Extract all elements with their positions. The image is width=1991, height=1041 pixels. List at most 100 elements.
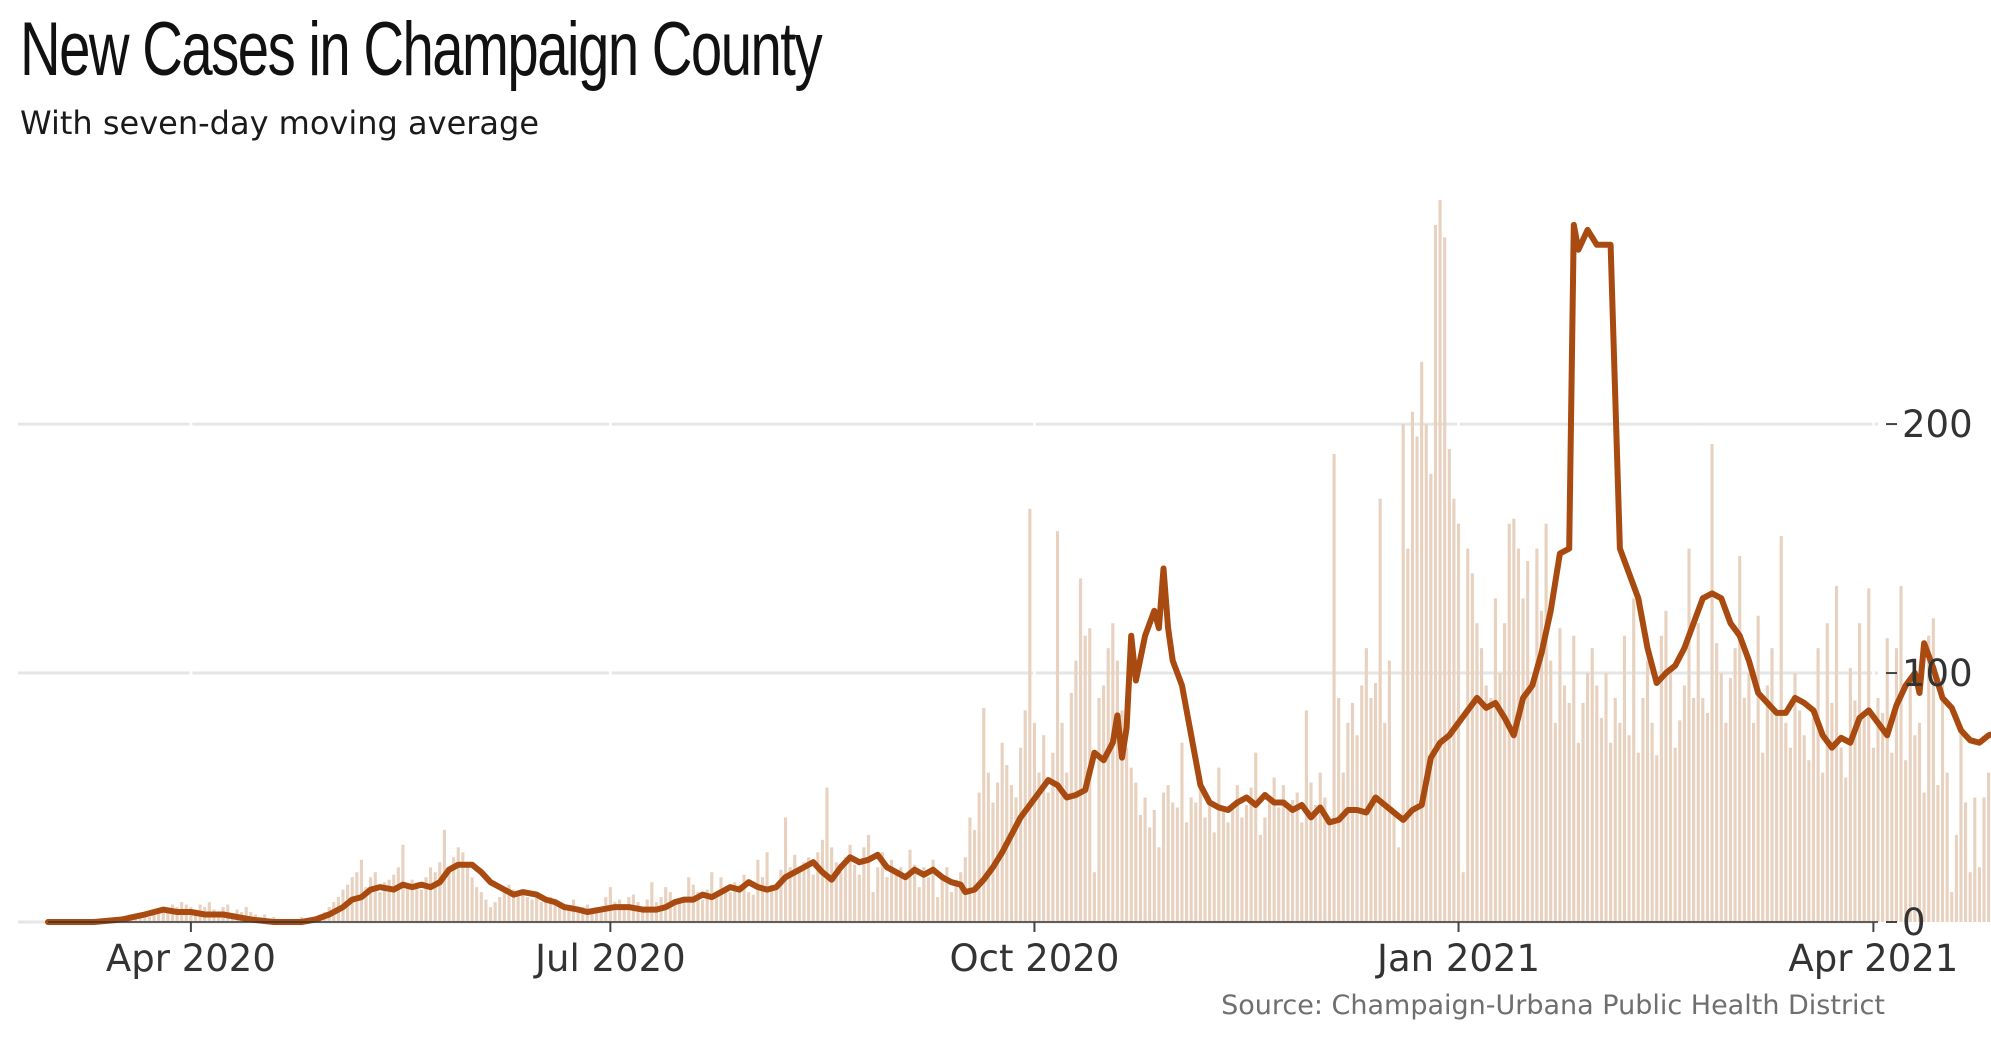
daily-bar (1397, 847, 1401, 922)
daily-bar (1309, 782, 1313, 922)
daily-bar (1249, 787, 1253, 922)
daily-bar (1618, 722, 1622, 922)
daily-bar (535, 892, 539, 922)
daily-bar (1530, 685, 1534, 922)
daily-bar (871, 892, 875, 922)
daily-bar (968, 817, 972, 922)
daily-bar (1065, 772, 1069, 922)
daily-bar (429, 867, 433, 922)
y-tick-label: 200 (1902, 403, 1973, 446)
daily-bar (1046, 792, 1050, 922)
daily-bar (1337, 697, 1341, 922)
daily-bar (1940, 678, 1945, 922)
daily-bar (1968, 872, 1972, 922)
daily-bar (1346, 722, 1350, 922)
daily-bar (581, 907, 585, 922)
daily-bar (1747, 673, 1751, 922)
daily-bar (1982, 797, 1986, 922)
daily-bar (1184, 822, 1189, 922)
daily-bar (1908, 680, 1912, 922)
daily-bar (1217, 767, 1221, 922)
daily-bar (1987, 772, 1991, 922)
daily-bar (1650, 722, 1654, 922)
daily-bar (1332, 453, 1336, 922)
daily-bar (521, 894, 525, 922)
daily-bar (608, 887, 612, 922)
axes: Apr 2020 Jul 2020 Oct 2020 Jan 2021 Apr 2021… (48, 403, 1973, 980)
daily-bar (369, 877, 373, 922)
daily-bar (1954, 834, 1958, 922)
daily-bar (1604, 673, 1608, 922)
daily-bar (1028, 508, 1032, 922)
daily-bar (1871, 747, 1875, 922)
daily-bar (1000, 742, 1004, 922)
daily-bar (613, 902, 617, 922)
daily-bar (954, 879, 958, 922)
daily-bar (949, 892, 954, 922)
daily-bar (1051, 752, 1055, 922)
daily-bar (1443, 237, 1447, 922)
chart-subtitle: With seven-day moving average (20, 104, 540, 142)
daily-bar (1558, 628, 1562, 922)
daily-bar (1821, 772, 1825, 922)
daily-bar (1341, 772, 1345, 922)
daily-bar (839, 872, 843, 922)
daily-bar (1226, 822, 1230, 922)
daily-bar (1092, 872, 1096, 922)
daily-bar (364, 887, 368, 922)
daily-bar (1198, 785, 1202, 922)
daily-bar (1277, 807, 1281, 922)
daily-bar (1931, 618, 1935, 922)
daily-bar (700, 899, 705, 922)
daily-bar (793, 854, 797, 922)
daily-bar (419, 889, 423, 922)
daily-bar (1728, 678, 1733, 922)
daily-bar (996, 782, 1000, 922)
daily-bar (1221, 809, 1226, 922)
daily-bar (913, 864, 917, 922)
daily-bar (797, 872, 801, 922)
daily-bar (452, 857, 456, 922)
daily-bar (1572, 635, 1576, 922)
daily-bar (599, 907, 603, 922)
daily-bar (1927, 635, 1931, 922)
daily-bar (1793, 673, 1797, 922)
daily-bar (1751, 722, 1756, 922)
daily-bar (853, 864, 857, 922)
daily-bar (1516, 548, 1521, 922)
daily-bar (1581, 702, 1585, 922)
daily-bar (1595, 685, 1599, 922)
daily-bar (1295, 792, 1299, 922)
daily-bar (157, 909, 161, 922)
daily-bar (1705, 712, 1710, 922)
daily-bar (1857, 623, 1862, 922)
daily-bar (959, 872, 963, 922)
daily-bar (1742, 697, 1746, 922)
daily-bar (751, 894, 755, 922)
daily-bar (1019, 747, 1023, 922)
daily-bar (1779, 536, 1783, 922)
daily-bar (986, 772, 990, 922)
daily-bar (830, 847, 834, 922)
daily-bar (1521, 598, 1525, 922)
daily-bar (1535, 548, 1539, 922)
daily-bar (1807, 760, 1811, 922)
daily-bar (244, 907, 248, 922)
daily-bar (982, 707, 986, 922)
daily-bar (880, 852, 884, 922)
daily-bar (1235, 785, 1239, 922)
daily-bar (1055, 531, 1060, 922)
daily-bar (1263, 817, 1267, 922)
daily-bar (373, 872, 377, 922)
daily-bar (728, 892, 732, 922)
daily-bar (1161, 792, 1166, 922)
daily-bar (1775, 710, 1779, 922)
daily-bar (1074, 660, 1078, 922)
daily-bar (511, 889, 516, 922)
daily-bar (1429, 473, 1433, 922)
daily-bar (899, 867, 903, 922)
daily-bar (590, 912, 594, 922)
daily-bar (1973, 797, 1977, 922)
daily-bar (742, 874, 746, 922)
daily-bar (1129, 767, 1133, 922)
